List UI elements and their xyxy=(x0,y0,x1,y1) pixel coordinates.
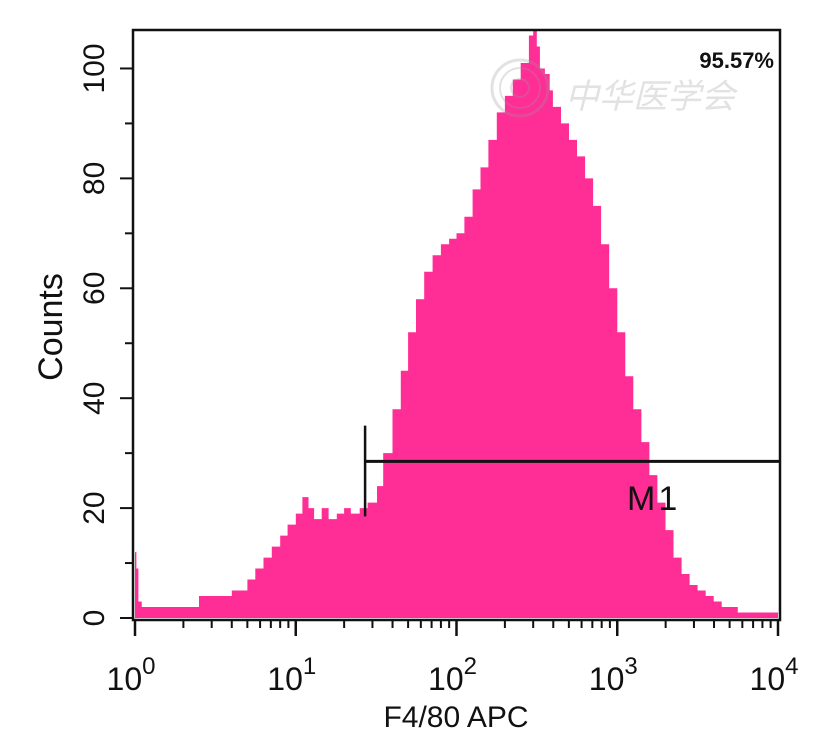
watermark-logo: 中华医学会 xyxy=(490,58,739,118)
y-tick-label: 0 xyxy=(78,610,111,627)
marker-m1: M1 xyxy=(363,425,779,518)
histogram-fill xyxy=(135,30,778,618)
y-tick-label: 40 xyxy=(78,382,111,415)
y-axis-ticks: 0 20 40 60 80 100 xyxy=(78,43,133,626)
watermark-text: 中华医学会 xyxy=(565,77,739,117)
x-tick-label: 104 xyxy=(750,653,799,697)
x-tick-label: 102 xyxy=(428,653,477,697)
x-axis-title: F4/80 APC xyxy=(383,701,528,734)
y-tick-label: 100 xyxy=(78,43,111,93)
marker-label: M1 xyxy=(627,480,680,518)
x-tick-label: 103 xyxy=(589,653,638,697)
y-tick-label: 20 xyxy=(78,491,111,524)
y-tick-label: 60 xyxy=(78,272,111,305)
marker-percent: 95.57% xyxy=(699,48,774,73)
x-tick-label: 101 xyxy=(267,653,316,697)
x-tick-label: 100 xyxy=(107,653,156,697)
y-axis-title: Counts xyxy=(32,273,70,381)
y-tick-label: 80 xyxy=(78,162,111,195)
x-axis-ticks: 100 101 102 103 104 xyxy=(107,620,799,697)
